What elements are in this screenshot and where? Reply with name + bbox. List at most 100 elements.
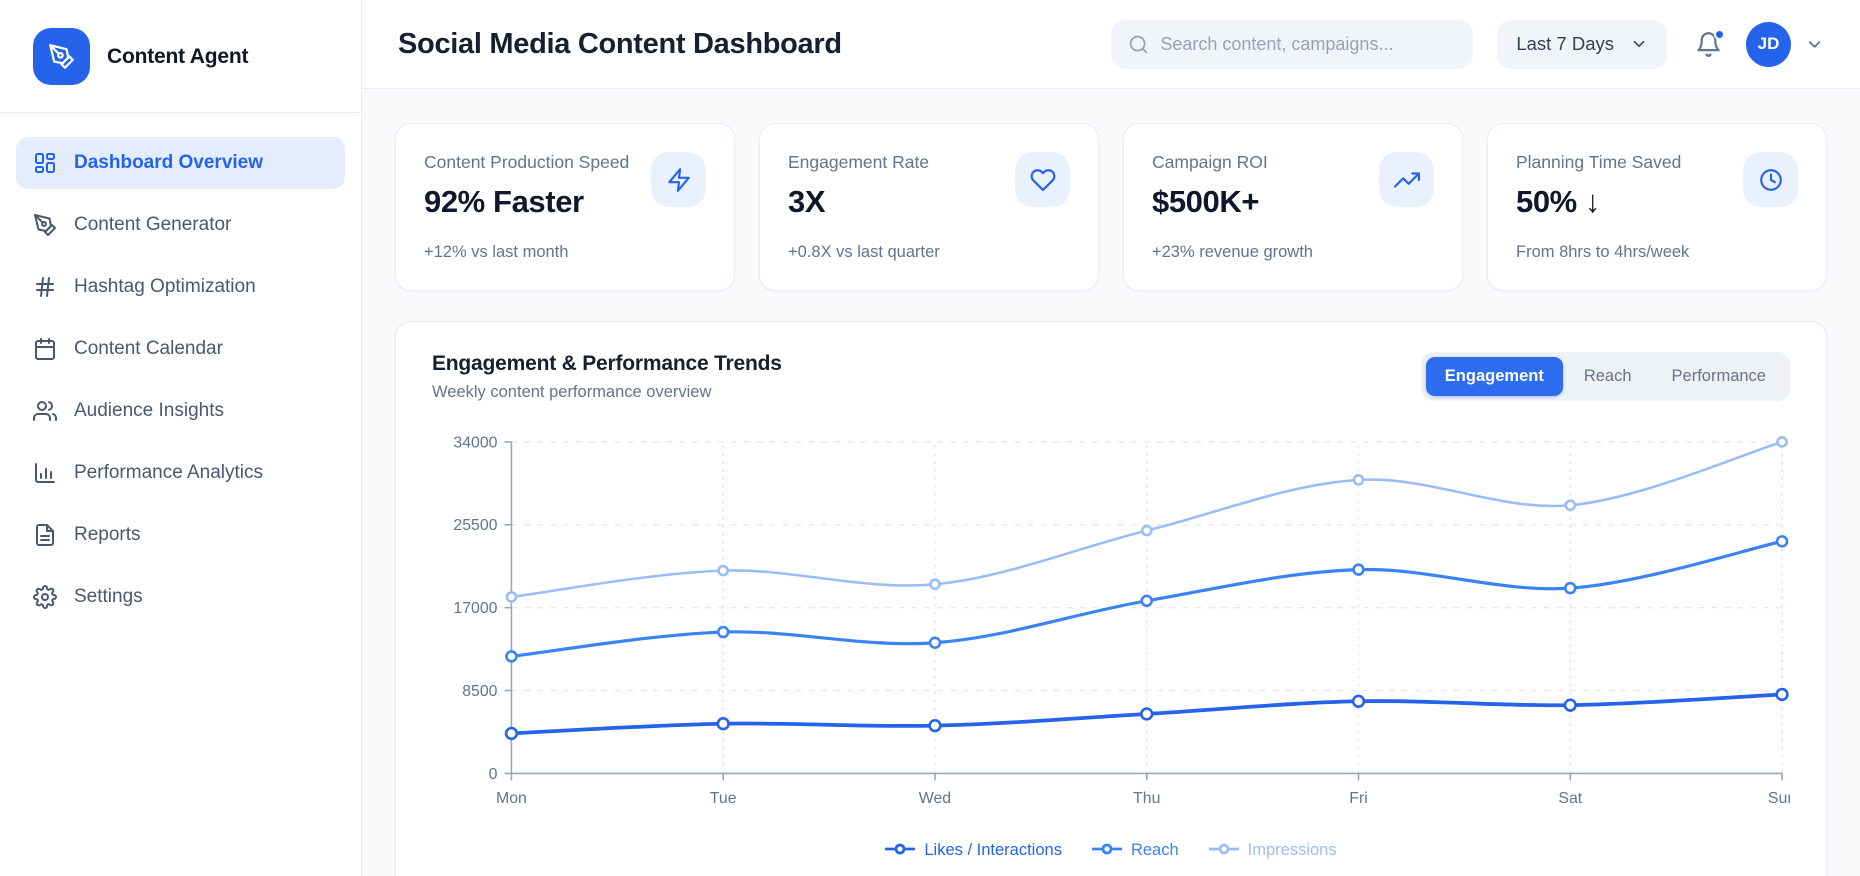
file-text-icon — [36, 524, 54, 546]
sidebar-item-content-calendar[interactable]: Content Calendar — [16, 323, 345, 375]
main-content: Content Production Speed 92% Faster +12%… — [362, 89, 1860, 876]
pen-tool-icon — [34, 214, 56, 236]
trending-up-icon — [1393, 171, 1420, 188]
x-tick-label: Fri — [1349, 790, 1368, 807]
brand: Content Agent — [0, 0, 361, 112]
sidebar-item-label: Content Generator — [74, 214, 232, 235]
y-tick-label: 8500 — [462, 683, 497, 700]
kpi-value: 92% Faster — [424, 184, 584, 219]
kpi-card-text: Content Production Speed 92% Faster — [424, 152, 629, 220]
sidebar-item-label: Reports — [74, 524, 141, 545]
chart-title: Engagement & Performance Trends — [432, 352, 782, 375]
kpi-card-content-production-speed: Content Production Speed 92% Faster +12%… — [395, 123, 735, 291]
data-point-likes-interactions-sat — [1563, 698, 1577, 712]
data-point-impressions-sun — [1776, 436, 1788, 448]
kpi-icon-badge — [1379, 152, 1434, 207]
data-point-impressions-mon — [505, 591, 518, 603]
chevron-down-icon — [1808, 40, 1821, 48]
sidebar-item-performance-analytics[interactable]: Performance Analytics — [16, 447, 345, 499]
data-point-reach-wed — [928, 636, 942, 650]
data-point-impressions-thu — [1140, 524, 1153, 537]
kpi-card-engagement-rate: Engagement Rate 3X +0.8X vs last quarter — [759, 123, 1099, 291]
chart-column-icon — [35, 463, 55, 483]
brand-logo — [33, 28, 90, 85]
legend-marker — [1091, 841, 1123, 860]
kpi-card-top: Engagement Rate 3X — [788, 152, 1070, 220]
kpi-value: 50% ↓ — [1516, 184, 1601, 219]
header: Social Media Content Dashboard Last 7 Da… — [362, 0, 1860, 89]
sidebar-item-settings[interactable]: Settings — [16, 571, 345, 623]
kpi-label: Engagement Rate — [788, 152, 930, 172]
sidebar-divider — [0, 112, 361, 113]
chart-card-titles: Engagement & Performance Trends Weekly c… — [432, 352, 782, 402]
avatar-menu-button[interactable] — [1805, 35, 1824, 54]
legend-marker — [1208, 841, 1240, 860]
data-point-reach-tue — [716, 625, 730, 639]
sidebar-item-label: Audience Insights — [74, 400, 224, 421]
y-tick-label: 25500 — [453, 517, 497, 534]
clock-icon — [1759, 168, 1782, 191]
kpi-icon-badge — [1015, 152, 1070, 207]
kpi-label: Content Production Speed — [424, 152, 630, 172]
legend-item-likes-interactions: Likes / Interactions — [884, 840, 1062, 860]
kpi-card-top: Content Production Speed 92% Faster — [424, 152, 706, 220]
chart-tabs: Engagement Reach Performance — [1420, 352, 1790, 401]
data-point-likes-interactions-sun — [1775, 687, 1789, 702]
data-point-likes-interactions-thu — [1140, 707, 1154, 721]
legend-label: Likes / Interactions — [924, 840, 1062, 859]
kpi-cards-row: Content Production Speed 92% Faster +12%… — [395, 123, 1827, 291]
sidebar-item-reports[interactable]: Reports — [16, 509, 345, 561]
tab-reach[interactable]: Reach — [1565, 357, 1651, 396]
kpi-card-text: Engagement Rate 3X — [788, 152, 929, 220]
x-tick-label: Thu — [1133, 790, 1160, 807]
legend-marker-icon — [884, 843, 916, 855]
zap-icon — [667, 167, 690, 192]
calendar-icon — [33, 337, 57, 361]
main-column: Social Media Content Dashboard Last 7 Da… — [362, 0, 1860, 876]
y-tick-label: 0 — [489, 766, 498, 783]
users-icon — [33, 401, 57, 421]
kpi-card-text: Planning Time Saved 50% ↓ — [1516, 152, 1681, 220]
trend-line-chart: 0 8500 17000 25500 34000 Mon Tue Wed Thu Fri Sat Su… — [453, 434, 1790, 807]
header-actions: Last 7 Days JD — [1111, 19, 1824, 69]
data-point-reach-thu — [1140, 594, 1153, 608]
data-point-impressions-tue — [717, 564, 730, 577]
users-icon — [33, 399, 57, 423]
avatar[interactable]: JD — [1746, 21, 1791, 67]
hash-icon — [36, 277, 54, 297]
gear-icon — [33, 585, 57, 609]
legend-item-impressions: Impressions — [1208, 841, 1337, 860]
file-text-icon — [33, 523, 57, 547]
sidebar-item-content-generator[interactable]: Content Generator — [16, 199, 345, 251]
kpi-card-campaign-roi: Campaign ROI $500K+ +23% revenue growth — [1123, 123, 1463, 291]
data-point-impressions-fri — [1352, 474, 1365, 486]
tab-engagement[interactable]: Engagement — [1425, 357, 1563, 396]
sidebar-item-label: Settings — [74, 586, 143, 607]
sidebar-item-dashboard-overview[interactable]: Dashboard Overview — [16, 137, 345, 189]
sidebar-item-hashtag-optimization[interactable]: Hashtag Optimization — [16, 261, 345, 313]
data-point-reach-mon — [505, 650, 518, 663]
x-tick-label: Sat — [1558, 790, 1582, 807]
kpi-card-top: Planning Time Saved 50% ↓ — [1516, 152, 1798, 220]
search-box[interactable] — [1111, 19, 1474, 69]
chart-area: 0 8500 17000 25500 34000 Mon Tue Wed Thu Fri Sat Su… — [432, 426, 1790, 860]
sidebar-item-label: Content Calendar — [74, 338, 223, 359]
sidebar-item-audience-insights[interactable]: Audience Insights — [16, 385, 345, 437]
calendar-icon — [35, 338, 55, 360]
heart-icon — [1030, 168, 1055, 191]
page-title: Social Media Content Dashboard — [398, 27, 842, 60]
kpi-card-top: Campaign ROI $500K+ — [1152, 152, 1434, 220]
kpi-value: 3X — [788, 184, 826, 219]
chart-legend: Likes / Interactions Reach Impressions — [432, 841, 1790, 860]
tab-performance[interactable]: Performance — [1653, 357, 1785, 396]
data-point-likes-interactions-wed — [928, 719, 942, 733]
data-point-reach-sun — [1775, 535, 1789, 548]
sidebar-item-label: Hashtag Optimization — [74, 276, 256, 297]
search-input[interactable] — [1160, 33, 1457, 55]
notifications-button[interactable] — [1695, 28, 1725, 58]
chevron-down-icon — [1633, 40, 1645, 48]
date-range-select[interactable]: Last 7 Days — [1497, 19, 1667, 69]
pen-tool-icon — [33, 213, 57, 237]
data-point-reach-fri — [1352, 563, 1365, 576]
